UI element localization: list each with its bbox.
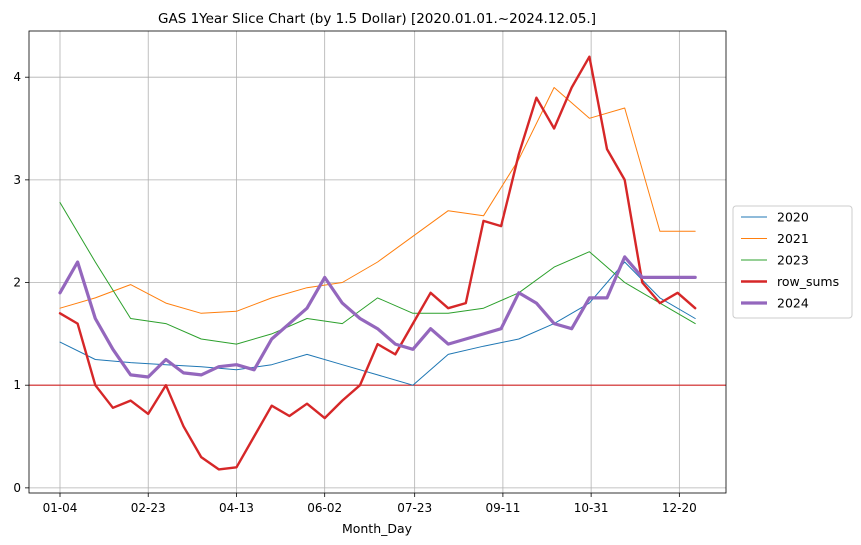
plot-frame — [28, 30, 727, 494]
y-tick-label: 4 — [13, 70, 21, 84]
x-tick-label: 09-11 — [485, 501, 520, 515]
y-tick-label: 3 — [13, 173, 21, 187]
series-line-2024 — [58, 255, 697, 379]
series-line-2021 — [59, 87, 696, 314]
series-line-row-sums — [58, 55, 697, 471]
chart-title: GAS 1Year Slice Chart (by 1.5 Dollar) [2… — [158, 11, 596, 27]
legend-label: 2020 — [777, 210, 809, 225]
series-group — [58, 55, 697, 471]
x-tick-label: 10-31 — [574, 501, 609, 515]
legend: 2020 2021 2023 row_sums 2024 — [732, 205, 853, 319]
x-tick-label: 02-23 — [131, 501, 166, 515]
x-tick-label: 04-13 — [219, 501, 254, 515]
legend-box — [732, 205, 853, 319]
legend-label: 2023 — [777, 253, 809, 268]
series-line-2023 — [59, 202, 696, 345]
legend-label: 2024 — [777, 296, 809, 311]
x-tick-label: 07-23 — [397, 501, 432, 515]
x-tick-label: 12-20 — [662, 501, 697, 515]
x-tick-label: 01-04 — [43, 501, 78, 515]
y-tick-label: 2 — [13, 276, 21, 290]
legend-label: 2021 — [777, 231, 809, 246]
series-line-2020 — [59, 261, 696, 386]
y-tick-label: 0 — [13, 481, 21, 495]
x-axis-title: Month_Day — [342, 521, 413, 536]
y-axis-ticks: 0 1 2 3 4 — [13, 70, 29, 495]
legend-label: row_sums — [777, 274, 839, 289]
x-tick-label: 06-02 — [307, 501, 342, 515]
x-axis-ticks: 01-04 02-23 04-13 06-02 07-23 09-11 10-31 12-20 — [43, 493, 697, 515]
y-tick-label: 1 — [13, 378, 21, 392]
